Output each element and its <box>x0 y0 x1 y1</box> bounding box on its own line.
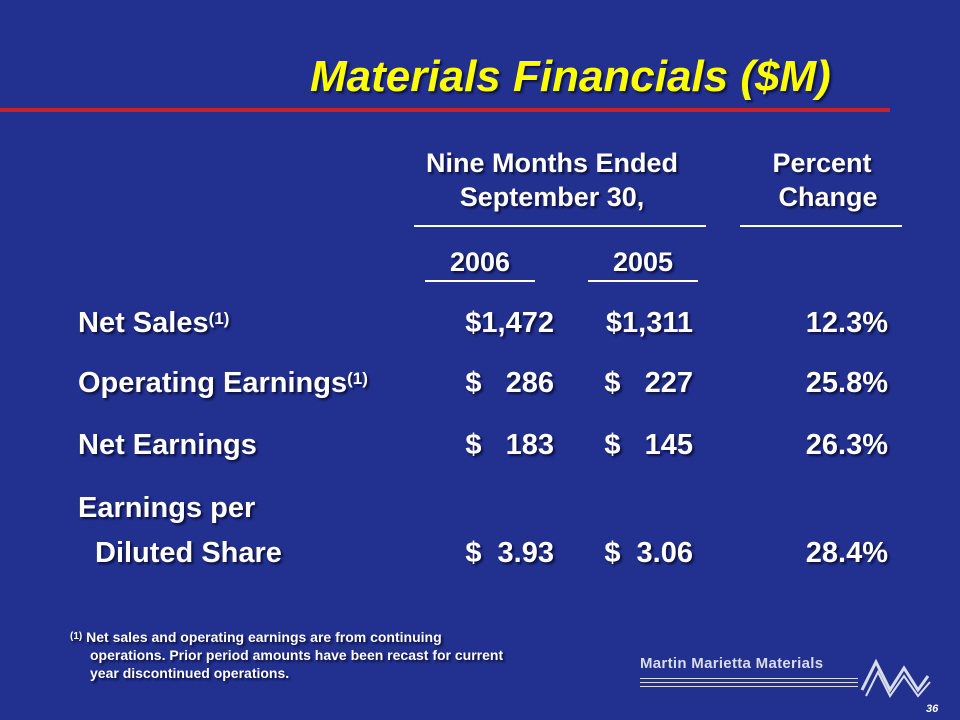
eps-change: 28.4% <box>805 537 888 569</box>
net-sales-2006: $1,472 <box>465 307 554 339</box>
year-2006-underline <box>425 280 535 282</box>
title-divider <box>0 108 890 112</box>
footnote-line3: year discontinued operations. <box>90 665 290 681</box>
change-header-line1: Percent <box>772 148 872 178</box>
operating-earnings-change: 25.8% <box>805 367 888 399</box>
change-header-line2: Change <box>778 182 878 212</box>
operating-earnings-2006: $ 286 <box>465 367 554 399</box>
year-2005-header: 2005 <box>612 247 674 277</box>
row-label-net-sales: Net Sales(1) <box>78 305 229 341</box>
footnote-line2: operations. Prior period amounts have be… <box>90 647 504 663</box>
period-header-underline <box>414 225 706 227</box>
year-2006-header: 2006 <box>449 247 511 277</box>
logo-rule-3 <box>640 686 858 687</box>
row-label-eps-line2: Diluted Share <box>95 537 282 569</box>
net-earnings-2005: $ 145 <box>604 429 693 461</box>
company-logo-text: Martin Marietta Materials <box>640 655 824 672</box>
row-label-net-earnings: Net Earnings <box>78 429 257 461</box>
footnote-ref: (1) <box>347 369 368 388</box>
footnote: (1) Net sales and operating earnings are… <box>70 628 503 682</box>
net-sales-2005: $1,311 <box>605 307 693 339</box>
eps-2005: $ 3.06 <box>604 537 693 569</box>
footnote-line1: (1) Net sales and operating earnings are… <box>70 628 503 646</box>
footnote-text: Net sales and operating earnings are fro… <box>86 629 442 645</box>
eps-2006: $ 3.93 <box>465 537 554 569</box>
net-sales-change: 12.3% <box>805 307 888 339</box>
page-title: Materials Financials ($M) <box>310 52 831 101</box>
row-label-text: Net Sales <box>78 307 209 339</box>
period-header-line2: September 30, <box>459 182 645 212</box>
change-header-underline <box>740 225 902 227</box>
logo-rule-2 <box>640 682 858 683</box>
year-2005-underline <box>588 280 698 282</box>
page-number: 36 <box>926 703 939 715</box>
period-header-line1: Nine Months Ended <box>426 148 678 178</box>
footnote-marker: (1) <box>70 631 83 642</box>
logo-rule-1 <box>640 678 858 679</box>
row-label-text: Operating Earnings <box>78 367 348 399</box>
operating-earnings-2005: $ 227 <box>604 367 693 399</box>
net-earnings-2006: $ 183 <box>465 429 554 461</box>
mountain-logo-icon <box>860 658 931 698</box>
row-label-operating-earnings: Operating Earnings(1) <box>78 365 368 401</box>
row-label-eps-line1: Earnings per <box>78 492 256 524</box>
net-earnings-change: 26.3% <box>805 429 888 461</box>
footnote-ref: (1) <box>208 309 230 328</box>
